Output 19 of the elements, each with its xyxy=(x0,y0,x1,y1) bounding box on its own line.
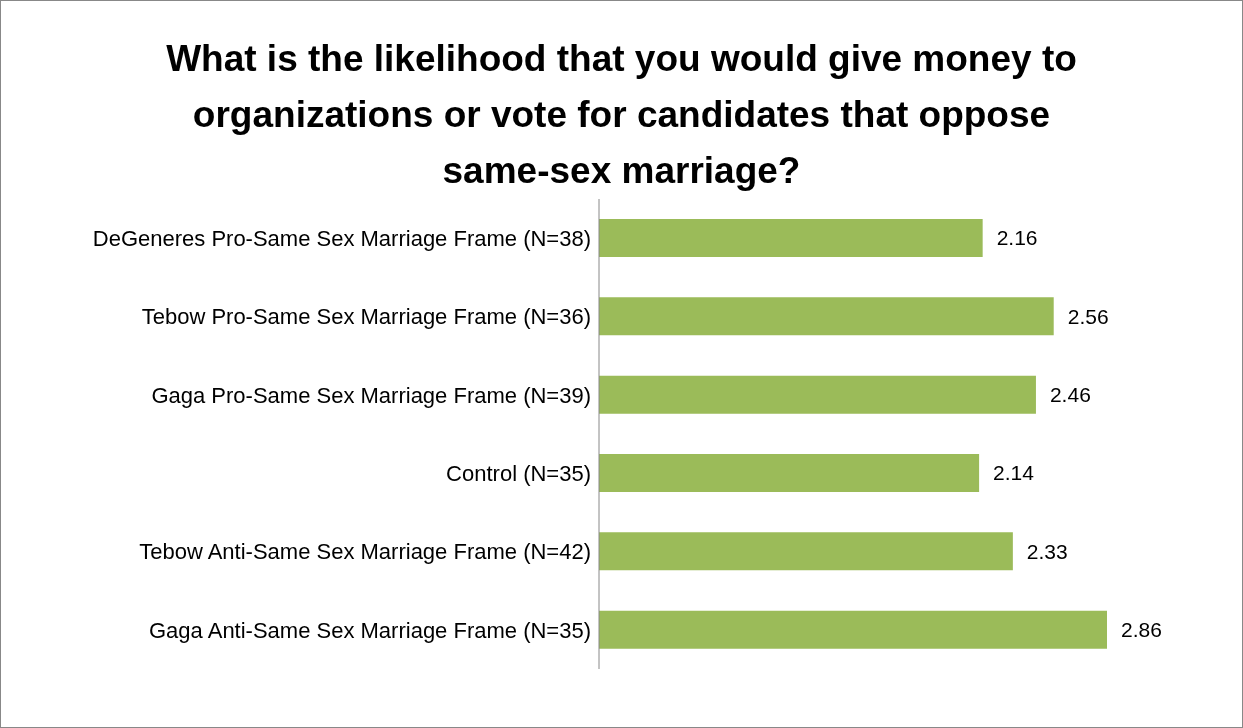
y-tick-label: Gaga Anti-Same Sex Marriage Frame (N=35) xyxy=(148,617,591,643)
data-label: 2.14 xyxy=(993,461,1035,485)
bar xyxy=(599,610,1107,649)
data-label: 2.16 xyxy=(996,226,1038,250)
bar xyxy=(599,454,980,492)
chart-title: What is the likelihood that you would give money to organizations or vote for candidates that oppose same-sex marriage? xyxy=(165,37,1078,193)
bar xyxy=(599,375,1036,414)
bar xyxy=(599,532,1013,571)
bar xyxy=(599,297,1054,336)
data-label: 2.33 xyxy=(1026,539,1068,563)
data-label: 2.46 xyxy=(1049,383,1091,407)
y-tick-label: Gaga Pro-Same Sex Marriage Frame (N=39) xyxy=(151,382,591,408)
bar xyxy=(599,219,983,257)
data-label: 2.86 xyxy=(1121,618,1162,642)
y-tick-label: Tebow Pro-Same Sex Marriage Frame (N=36) xyxy=(141,304,591,330)
data-label: 2.56 xyxy=(1067,304,1109,328)
y-tick-label: Control (N=35) xyxy=(446,460,591,486)
y-tick-label: DeGeneres Pro-Same Sex Marriage Frame (N=38) xyxy=(92,225,591,251)
y-tick-label: Tebow Anti-Same Sex Marriage Frame (N=42) xyxy=(139,539,591,565)
